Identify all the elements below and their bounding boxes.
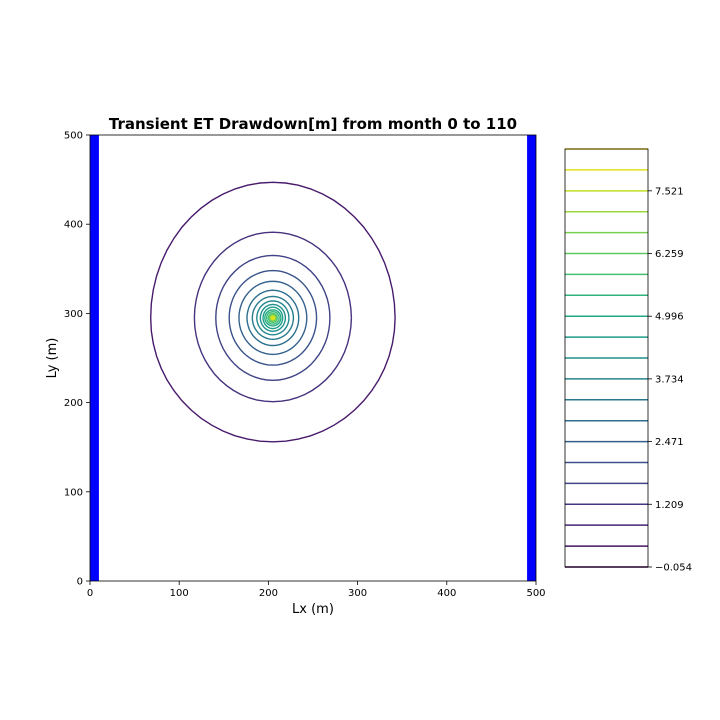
y-tick-label: 200	[64, 398, 83, 409]
y-tick-label: 300	[64, 309, 83, 320]
x-tick-label: 100	[170, 588, 189, 599]
colorbar-lines	[565, 148, 648, 568]
y-tick-label: 500	[64, 131, 83, 142]
colorbar-tick-label: 2.471	[655, 437, 684, 448]
x-axis-label: Lx (m)	[292, 602, 334, 617]
x-tick-label: 0	[87, 588, 93, 599]
x-tick-label: 300	[348, 588, 367, 599]
y-axis-ticks: 0 100 200 300 400 500	[64, 131, 90, 588]
colorbar-tick-label: 7.521	[655, 186, 684, 197]
x-tick-label: 400	[437, 588, 456, 599]
contour-level-13	[268, 313, 277, 322]
y-tick-label: 100	[64, 487, 83, 498]
right-boundary	[527, 135, 536, 581]
colorbar-tick-label: 4.996	[655, 312, 684, 323]
colorbar-tick-label: 3.734	[655, 374, 684, 385]
plot-frame	[89, 134, 537, 582]
x-tick-label: 500	[526, 588, 545, 599]
contour-lines	[149, 181, 396, 443]
contour-level-9	[262, 306, 284, 330]
colorbar-frame	[564, 148, 649, 568]
contour-level-4	[238, 280, 308, 356]
colorbar-ticks: 7.521 6.259 4.996 3.734 2.471 1.209 −0.054	[648, 186, 692, 574]
colorbar-tick-label: −0.054	[655, 563, 692, 574]
contour-level-5	[246, 289, 300, 347]
chart-title: Transient ET Drawdown[m] from month 0 to…	[109, 115, 517, 133]
y-axis-label: Ly (m)	[45, 338, 60, 379]
contour-level-0	[149, 181, 396, 443]
colorbar-tick-label: 6.259	[655, 249, 684, 260]
colorbar: 7.521 6.259 4.996 3.734 2.471 1.209 −0.054	[564, 148, 692, 574]
contour-level-6	[251, 295, 295, 341]
contour-level-11	[265, 310, 280, 325]
contour-level-12	[267, 312, 278, 323]
contour-level-3	[228, 269, 318, 366]
x-tick-label: 200	[259, 588, 278, 599]
contour-level-10	[264, 309, 282, 327]
plot-area	[89, 134, 537, 582]
y-tick-label: 0	[77, 577, 83, 588]
drawdown-peak	[270, 315, 276, 321]
contour-level-7	[256, 300, 290, 336]
contour-level-1	[193, 231, 353, 403]
y-tick-label: 400	[64, 220, 83, 231]
boundary-bands	[90, 135, 536, 581]
colorbar-tick-label: 1.209	[655, 500, 684, 511]
left-boundary	[90, 135, 99, 581]
x-axis-ticks: 0 100 200 300 400 500	[87, 581, 546, 599]
contour-level-2	[215, 254, 331, 382]
plot-background	[90, 135, 536, 581]
contour-level-8	[259, 303, 286, 332]
